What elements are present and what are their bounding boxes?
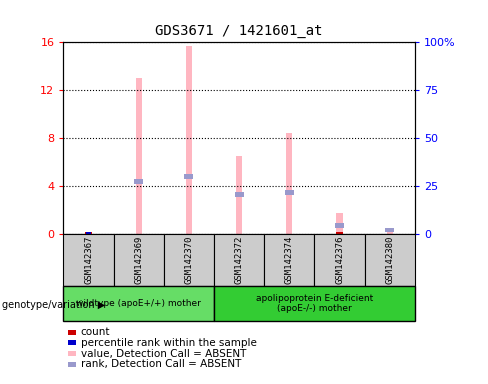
- Bar: [134, 179, 143, 184]
- Text: wildtype (apoE+/+) mother: wildtype (apoE+/+) mother: [76, 299, 201, 308]
- Bar: [336, 232, 343, 234]
- Text: apolipoprotein E-deficient
(apoE-/-) mother: apolipoprotein E-deficient (apoE-/-) mot…: [256, 294, 373, 313]
- Bar: [235, 192, 244, 197]
- Bar: [264, 234, 314, 286]
- Bar: [365, 234, 415, 286]
- Bar: [214, 234, 264, 286]
- Bar: [184, 174, 193, 179]
- Text: GSM142372: GSM142372: [235, 236, 244, 284]
- Text: GSM142374: GSM142374: [285, 236, 294, 284]
- Bar: [385, 228, 394, 232]
- Bar: [285, 190, 294, 195]
- Bar: [63, 234, 114, 286]
- Bar: [86, 232, 91, 234]
- Bar: [214, 286, 415, 321]
- Text: rank, Detection Call = ABSENT: rank, Detection Call = ABSENT: [81, 359, 241, 369]
- Bar: [314, 234, 365, 286]
- Bar: [85, 232, 92, 234]
- Text: count: count: [81, 327, 110, 337]
- Bar: [114, 234, 164, 286]
- Bar: [186, 46, 192, 234]
- Text: GSM142367: GSM142367: [84, 236, 93, 284]
- Bar: [286, 134, 292, 234]
- Text: GSM142376: GSM142376: [335, 236, 344, 284]
- Bar: [337, 213, 343, 234]
- Bar: [63, 286, 214, 321]
- Text: value, Detection Call = ABSENT: value, Detection Call = ABSENT: [81, 349, 246, 359]
- Title: GDS3671 / 1421601_at: GDS3671 / 1421601_at: [155, 25, 323, 38]
- Text: GSM142370: GSM142370: [184, 236, 193, 284]
- Bar: [164, 234, 214, 286]
- Bar: [386, 228, 393, 234]
- Bar: [136, 78, 142, 234]
- Bar: [236, 156, 242, 234]
- Text: GSM142369: GSM142369: [134, 236, 143, 284]
- Text: percentile rank within the sample: percentile rank within the sample: [81, 338, 256, 348]
- Text: GSM142380: GSM142380: [385, 236, 394, 284]
- Bar: [335, 223, 344, 228]
- Text: genotype/variation ▶: genotype/variation ▶: [2, 300, 106, 310]
